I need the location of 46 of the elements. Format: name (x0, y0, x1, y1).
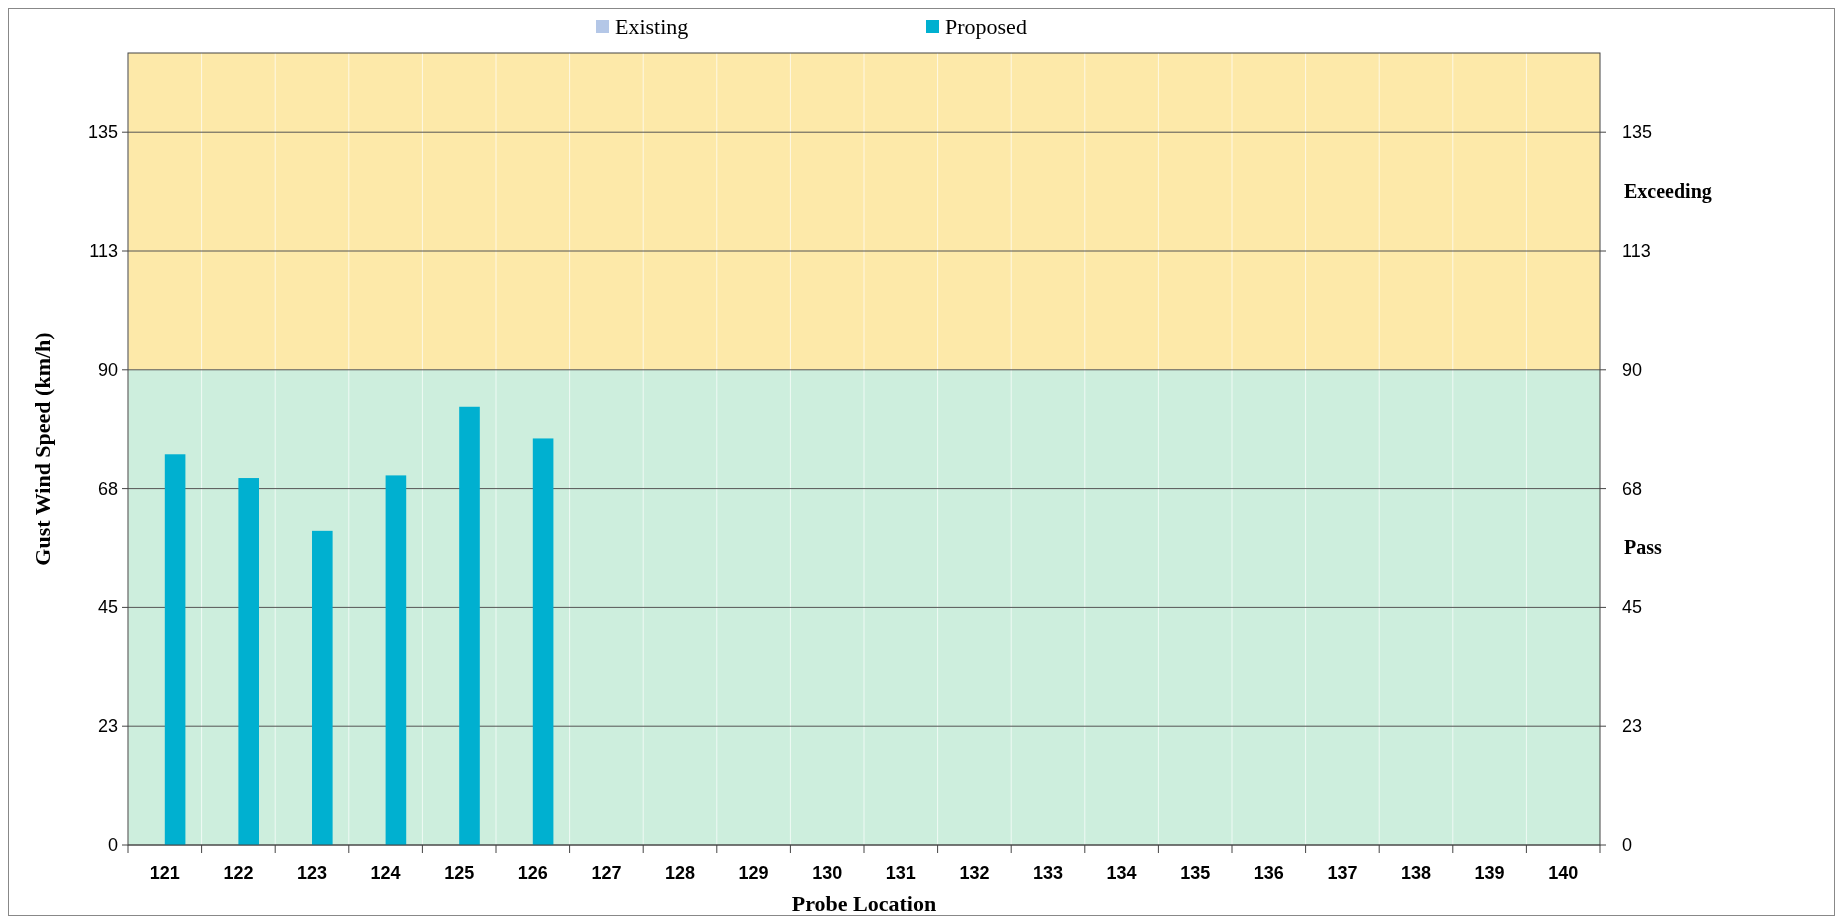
y-tick-label: 135 (87, 122, 118, 143)
bar (164, 454, 186, 845)
y2-tick-label: 23 (1622, 716, 1643, 737)
x-tick-label: 127 (591, 863, 622, 883)
y2-tick-label: 135 (1622, 122, 1653, 143)
y-tick-label: 23 (97, 716, 118, 737)
y-tick-label: 90 (97, 359, 118, 380)
y2-tick-label: 0 (1622, 835, 1633, 855)
x-tick-label: 137 (1327, 863, 1358, 883)
bar (532, 438, 554, 845)
band-label: Exceeding (1624, 179, 1712, 203)
x-tick-label: 124 (370, 863, 401, 883)
x-tick-label: 122 (223, 863, 254, 883)
y2-tick-label: 45 (1622, 597, 1643, 618)
bar (459, 406, 480, 845)
x-tick-label: 129 (738, 863, 769, 883)
x-axis-title: Probe Location (791, 891, 937, 916)
bar (385, 475, 407, 845)
y-tick-label: 0 (107, 835, 118, 855)
y-tick-label: 45 (97, 597, 118, 618)
x-tick-label: 132 (959, 863, 990, 883)
x-tick-label: 125 (444, 863, 475, 883)
x-tick-label: 128 (664, 863, 696, 883)
y-tick-label: 68 (97, 478, 118, 499)
x-tick-label: 135 (1180, 863, 1211, 883)
x-tick-label: 136 (1253, 863, 1284, 883)
y2-tick-label: 68 (1622, 478, 1643, 499)
legend-label: Proposed (945, 14, 1027, 39)
y-axis-title: Gust Wind Speed (km/h) (30, 332, 55, 566)
x-tick-label: 133 (1032, 863, 1064, 883)
legend-label: Existing (615, 14, 689, 39)
bar (312, 530, 333, 845)
bar (238, 478, 260, 845)
x-tick-label: 140 (1548, 863, 1579, 883)
x-tick-label: 139 (1474, 863, 1505, 883)
x-tick-label: 134 (1106, 863, 1137, 883)
x-tick-label: 130 (812, 863, 843, 883)
x-tick-label: 123 (296, 863, 328, 883)
x-tick-label: 126 (517, 863, 548, 883)
x-tick-label: 131 (885, 863, 916, 883)
y-tick-label: 113 (89, 241, 118, 261)
x-tick-label: 121 (149, 863, 180, 883)
y2-tick-label: 113 (1622, 241, 1651, 261)
y2-tick-label: 90 (1622, 359, 1643, 380)
x-tick-label: 138 (1400, 863, 1432, 883)
band-label: Pass (1624, 536, 1662, 558)
